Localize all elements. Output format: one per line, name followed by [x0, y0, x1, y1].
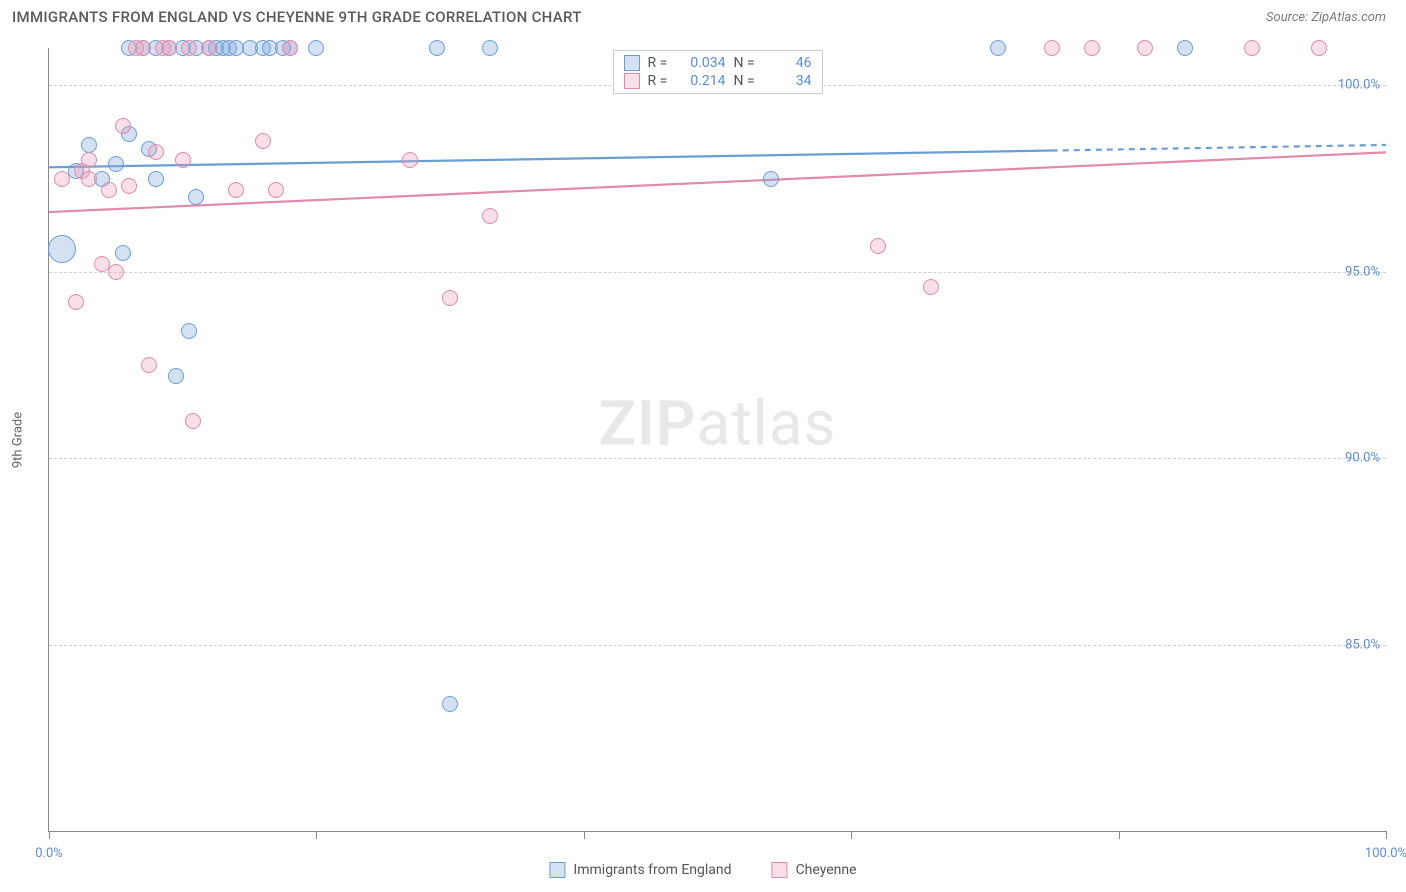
x-tick [1386, 831, 1387, 839]
data-point [402, 152, 418, 168]
data-point [81, 137, 97, 153]
plot-region: ZIPatlas R = 0.034 N = 46 R = 0.214 N = … [48, 48, 1386, 832]
legend-bottom: Immigrants from England Cheyenne [549, 862, 856, 878]
x-tick [584, 831, 585, 839]
x-tick [316, 831, 317, 839]
y-tick-label: 90.0% [1345, 451, 1380, 466]
legend-swatch-icon [549, 862, 565, 878]
data-point [68, 294, 84, 310]
legend-swatch-icon [772, 862, 788, 878]
legend-stats-row-2: R = 0.214 N = 34 [624, 73, 812, 89]
data-point [161, 40, 177, 56]
legend-swatch-2 [624, 73, 640, 89]
data-point [101, 182, 117, 198]
x-tick [1119, 831, 1120, 839]
x-tick [851, 831, 852, 839]
data-point [108, 156, 124, 172]
data-point [429, 40, 445, 56]
data-point [188, 189, 204, 205]
legend-stats-row-1: R = 0.034 N = 46 [624, 55, 812, 71]
data-point [175, 152, 191, 168]
data-point [168, 368, 184, 384]
data-point [141, 357, 157, 373]
data-point [1137, 40, 1153, 56]
data-point [148, 171, 164, 187]
data-point [81, 171, 97, 187]
x-tick-label: 100.0% [1365, 846, 1406, 861]
data-point [1044, 40, 1060, 56]
watermark: ZIPatlas [599, 387, 837, 460]
data-point [148, 144, 164, 160]
data-point [308, 40, 324, 56]
data-point [54, 171, 70, 187]
data-point [990, 40, 1006, 56]
data-point [115, 118, 131, 134]
gridline [49, 272, 1386, 273]
data-point [135, 40, 151, 56]
data-point [185, 413, 201, 429]
data-point [442, 290, 458, 306]
x-tick [49, 831, 50, 839]
gridline [49, 645, 1386, 646]
legend-swatch-1 [624, 55, 640, 71]
chart-title: IMMIGRANTS FROM ENGLAND VS CHEYENNE 9TH … [12, 8, 582, 26]
legend-item-2: Cheyenne [772, 862, 857, 878]
y-tick-label: 95.0% [1345, 264, 1380, 279]
data-point [268, 182, 284, 198]
data-point [108, 264, 124, 280]
data-point [228, 182, 244, 198]
data-point [181, 40, 197, 56]
data-point [121, 178, 137, 194]
data-point [482, 208, 498, 224]
y-tick-label: 100.0% [1338, 78, 1380, 93]
data-point [763, 171, 779, 187]
data-point [48, 235, 76, 263]
data-point [201, 40, 217, 56]
data-point [923, 279, 939, 295]
data-point [282, 40, 298, 56]
source-label: Source: ZipAtlas.com [1266, 10, 1386, 25]
data-point [181, 323, 197, 339]
legend-stats: R = 0.034 N = 46 R = 0.214 N = 34 [613, 50, 823, 94]
chart-area: ZIPatlas R = 0.034 N = 46 R = 0.214 N = … [48, 48, 1386, 832]
y-axis-label: 9th Grade [11, 412, 26, 468]
data-point [81, 152, 97, 168]
data-point [255, 133, 271, 149]
data-point [482, 40, 498, 56]
data-point [442, 696, 458, 712]
data-point [1084, 40, 1100, 56]
data-point [1177, 40, 1193, 56]
data-point [1244, 40, 1260, 56]
gridline [49, 458, 1386, 459]
x-tick-label: 0.0% [35, 846, 63, 861]
data-point [870, 238, 886, 254]
legend-item-1: Immigrants from England [549, 862, 731, 878]
trend-lines [49, 48, 1386, 831]
y-tick-label: 85.0% [1345, 637, 1380, 652]
data-point [1311, 40, 1327, 56]
data-point [115, 245, 131, 261]
